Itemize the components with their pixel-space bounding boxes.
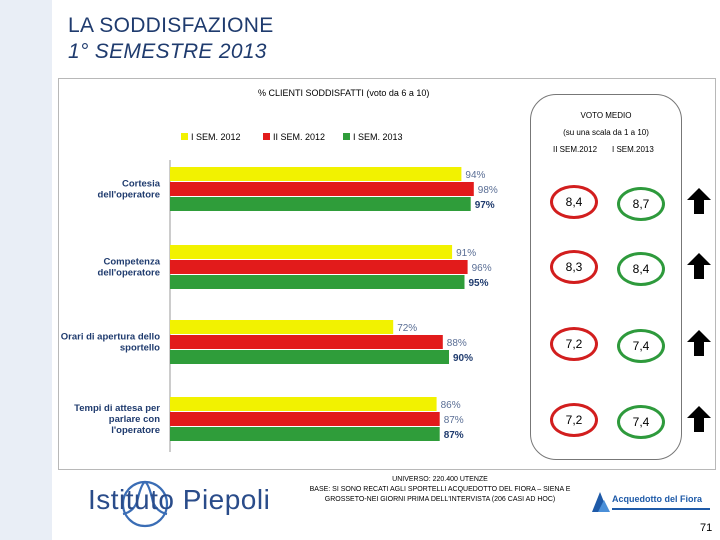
voto-curr-ellipse: 8,4 [617, 252, 665, 286]
category-label: dell'operatore [98, 268, 160, 279]
bar [170, 182, 474, 196]
voto-curr-value: 8,4 [632, 262, 650, 276]
category-label: parlare con [109, 414, 160, 425]
legend-swatch [343, 133, 350, 140]
voto-curr-value: 7,4 [632, 415, 650, 429]
acquedotto-logo-icon [592, 492, 710, 512]
data-label: 72% [397, 323, 417, 334]
bar [170, 167, 462, 181]
footnote-base-2: GROSSETO-NEI GIORNI PRIMA DELL'INTERVIST… [324, 496, 556, 503]
partner-name: Acquedotto del Fiora [612, 494, 702, 504]
bar [170, 260, 468, 274]
footnote-universe: UNIVERSO: 220.400 UTENZE [392, 476, 488, 483]
category-label: l'operatore [111, 425, 160, 436]
arrow-up-icon [687, 188, 711, 214]
bar [170, 197, 471, 211]
title-line-1: LA SODDISFAZIONE [68, 14, 274, 37]
data-label: 86% [441, 400, 461, 411]
chart-title: % CLIENTI SODDISFATTI (voto da 6 a 10) [258, 88, 430, 98]
voto-prev-ellipse: 7,2 [550, 327, 598, 361]
page-number: 71 [700, 522, 713, 534]
footnote: UNIVERSO: 220.400 UTENZE BASE: SI SONO R… [270, 475, 610, 505]
category-label: Tempi di attesa per [74, 403, 160, 414]
legend-label: I SEM. 2012 [191, 132, 241, 142]
voto-curr-value: 7,4 [632, 339, 650, 353]
legend-swatch [181, 133, 188, 140]
voto-prev-ellipse: 8,4 [550, 185, 598, 219]
arrow-up-icon [687, 406, 711, 432]
voto-prev-value: 7,2 [565, 337, 583, 351]
data-label: 87% [444, 415, 464, 426]
bar [170, 397, 437, 411]
data-label: 96% [472, 263, 492, 274]
data-label: 97% [475, 200, 495, 211]
voto-prev-value: 8,4 [565, 195, 583, 209]
arrow-up-icon [687, 253, 711, 279]
voto-curr-ellipse: 7,4 [617, 329, 665, 363]
piepoli-logo-icon [121, 480, 169, 528]
data-label: 88% [447, 338, 467, 349]
title-line-2: 1° SEMESTRE 2013 [68, 40, 267, 63]
data-label: 94% [465, 170, 485, 181]
bar [170, 412, 440, 426]
data-label: 91% [456, 248, 476, 259]
bar [170, 427, 440, 441]
voto-prev-ellipse: 8,3 [550, 250, 598, 284]
bar [170, 335, 443, 349]
voto-medio-scale: (su una scala da 1 a 10) [563, 128, 649, 137]
left-stripe [0, 0, 52, 540]
data-label: 95% [469, 278, 489, 289]
bar [170, 350, 449, 364]
voto-prev-ellipse: 7,2 [550, 403, 598, 437]
voto-medio-title: VOTO MEDIO [580, 111, 632, 120]
voto-curr-value: 8,7 [632, 197, 650, 211]
voto-prev-value: 7,2 [565, 413, 583, 427]
voto-col-prev: II SEM.2012 [553, 145, 598, 154]
page-title: LA SODDISFAZIONE 1° SEMESTRE 2013 [68, 14, 274, 64]
category-label: Orari di apertura dello [61, 332, 160, 343]
bar [170, 275, 465, 289]
arrow-up-icon [687, 330, 711, 356]
footnote-base-1: BASE: SI SONO RECATI AGLI SPORTELLI ACQU… [309, 486, 571, 493]
voto-prev-value: 8,3 [565, 260, 583, 274]
category-label: sportello [120, 343, 160, 354]
legend-label: I SEM. 2013 [353, 132, 403, 142]
bar [170, 245, 453, 259]
legend-label: II SEM. 2012 [273, 132, 325, 142]
category-label: dell'operatore [98, 190, 160, 201]
data-label: 87% [444, 430, 464, 441]
data-label: 90% [453, 353, 473, 364]
legend-swatch [263, 133, 270, 140]
voto-curr-ellipse: 8,7 [617, 187, 665, 221]
category-label: Competenza [104, 257, 161, 268]
category-label: Cortesia [122, 179, 161, 190]
logo-text: Istituto Piepoli [88, 484, 271, 515]
bar [170, 320, 394, 334]
voto-curr-ellipse: 7,4 [617, 405, 665, 439]
voto-col-curr: I SEM.2013 [612, 145, 654, 154]
data-label: 98% [478, 185, 498, 196]
